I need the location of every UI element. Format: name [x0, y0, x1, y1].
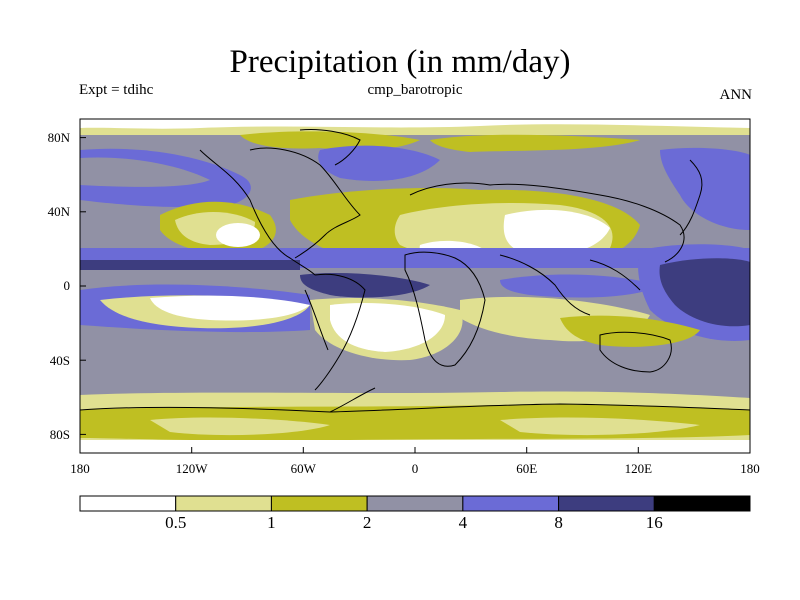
case-label: cmp_barotropic — [367, 82, 463, 98]
colorbar-label: 16 — [646, 513, 663, 532]
lon-tick-label: 0 — [412, 461, 419, 476]
coastlines — [80, 129, 750, 413]
colorbar-swatch — [175, 495, 272, 512]
lat-tick-label: 0 — [64, 278, 71, 293]
colorbar-label: 2 — [363, 513, 372, 532]
colorbar-swatch — [653, 495, 751, 512]
lat-tick-label: 40S — [50, 353, 70, 368]
colorbar-swatch — [366, 495, 464, 512]
colorbar-label: 4 — [459, 513, 468, 532]
chart-title: Precipitation (in mm/day) — [229, 44, 571, 80]
lon-tick-label: 60W — [291, 461, 317, 476]
colorbar-swatch — [558, 495, 655, 512]
colorbar-label: 8 — [554, 513, 563, 532]
colorbar: 0.5 1 2 4 8 16 — [79, 495, 751, 532]
lon-tick-label: 120E — [625, 461, 653, 476]
experiment-label: Expt = tdihc — [79, 82, 154, 98]
colorbar-swatch — [270, 495, 368, 512]
lon-tick-label: 60E — [516, 461, 537, 476]
precip-field — [80, 119, 750, 453]
lat-tick-label: 40N — [48, 204, 71, 219]
lon-axis: 180 120W 60W 0 60E 120E 180 — [70, 447, 760, 476]
colorbar-label: 1 — [267, 513, 276, 532]
season-label: ANN — [719, 87, 753, 103]
lon-tick-label: 180 — [70, 461, 90, 476]
lon-tick-label: 180 — [740, 461, 760, 476]
colorbar-swatch — [79, 495, 177, 512]
colorbar-label: 0.5 — [165, 513, 186, 532]
lat-tick-label: 80S — [50, 427, 70, 442]
colorbar-swatch — [462, 495, 560, 512]
lon-tick-label: 120W — [176, 461, 209, 476]
lat-axis: 80N 40N 0 40S 80S — [48, 130, 86, 442]
lat-tick-label: 80N — [48, 130, 71, 145]
